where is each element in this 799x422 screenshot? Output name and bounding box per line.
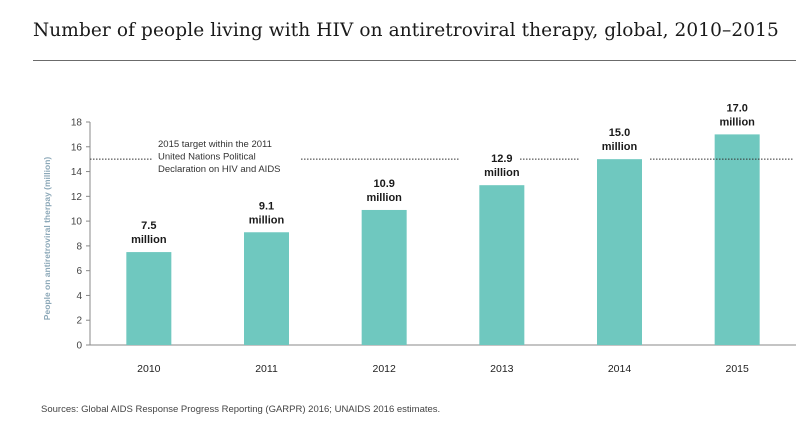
- data-label-unit: million: [484, 167, 520, 179]
- y-axis-title: People on antiretroviral therpay (millio…: [42, 157, 52, 321]
- y-tick-label: 6: [76, 266, 82, 277]
- y-tick-label: 4: [76, 291, 82, 302]
- y-tick-label: 8: [76, 241, 82, 252]
- data-label-value: 9.1: [259, 200, 274, 212]
- bar-2013: [479, 185, 525, 345]
- y-tick-label: 2: [76, 316, 82, 327]
- bar-2011: [244, 232, 289, 345]
- data-label-value: 12.9: [491, 153, 512, 165]
- y-tick-label: 10: [71, 217, 83, 228]
- data-label-value: 15.0: [609, 127, 630, 139]
- data-label-unit: million: [249, 214, 285, 226]
- data-label-value: 17.0: [726, 102, 747, 114]
- y-tick-label: 0: [76, 341, 82, 352]
- bar-2010: [126, 252, 172, 345]
- chart-title: Number of people living with HIV on anti…: [33, 20, 779, 41]
- y-tick-label: 12: [71, 192, 83, 203]
- target-annotation-line: Declaration on HIV and AIDS: [158, 164, 281, 175]
- bar-2015: [714, 134, 760, 345]
- bar-2014: [597, 159, 642, 345]
- data-label-unit: million: [131, 234, 167, 246]
- data-label-value: 10.9: [373, 178, 394, 190]
- data-label-unit: million: [366, 192, 402, 204]
- data-label-unit: million: [719, 116, 755, 128]
- x-tick-label: 2013: [490, 363, 514, 375]
- y-tick-label: 14: [71, 167, 83, 178]
- target-annotation-line: 2015 target within the 2011: [158, 139, 272, 150]
- x-tick-label: 2010: [137, 363, 161, 375]
- x-tick-label: 2012: [372, 363, 396, 375]
- bar-2012: [361, 209, 407, 345]
- target-annotation-line: United Nations Political: [158, 152, 256, 163]
- title-rule: [33, 60, 796, 61]
- bar-chart: 0 2 4 6 8 10 12 14 16 18 People on antiretroviral …: [42, 102, 796, 375]
- x-tick-label: 2011: [255, 363, 278, 375]
- y-tick-label: 18: [71, 118, 83, 129]
- x-tick-label: 2015: [725, 363, 749, 375]
- data-label-value: 7.5: [141, 220, 156, 232]
- y-tick-label: 16: [71, 142, 83, 153]
- x-tick-label: 2014: [608, 363, 632, 375]
- data-label-unit: million: [602, 141, 638, 153]
- source-note: Sources: Global AIDS Response Progress R…: [41, 404, 441, 415]
